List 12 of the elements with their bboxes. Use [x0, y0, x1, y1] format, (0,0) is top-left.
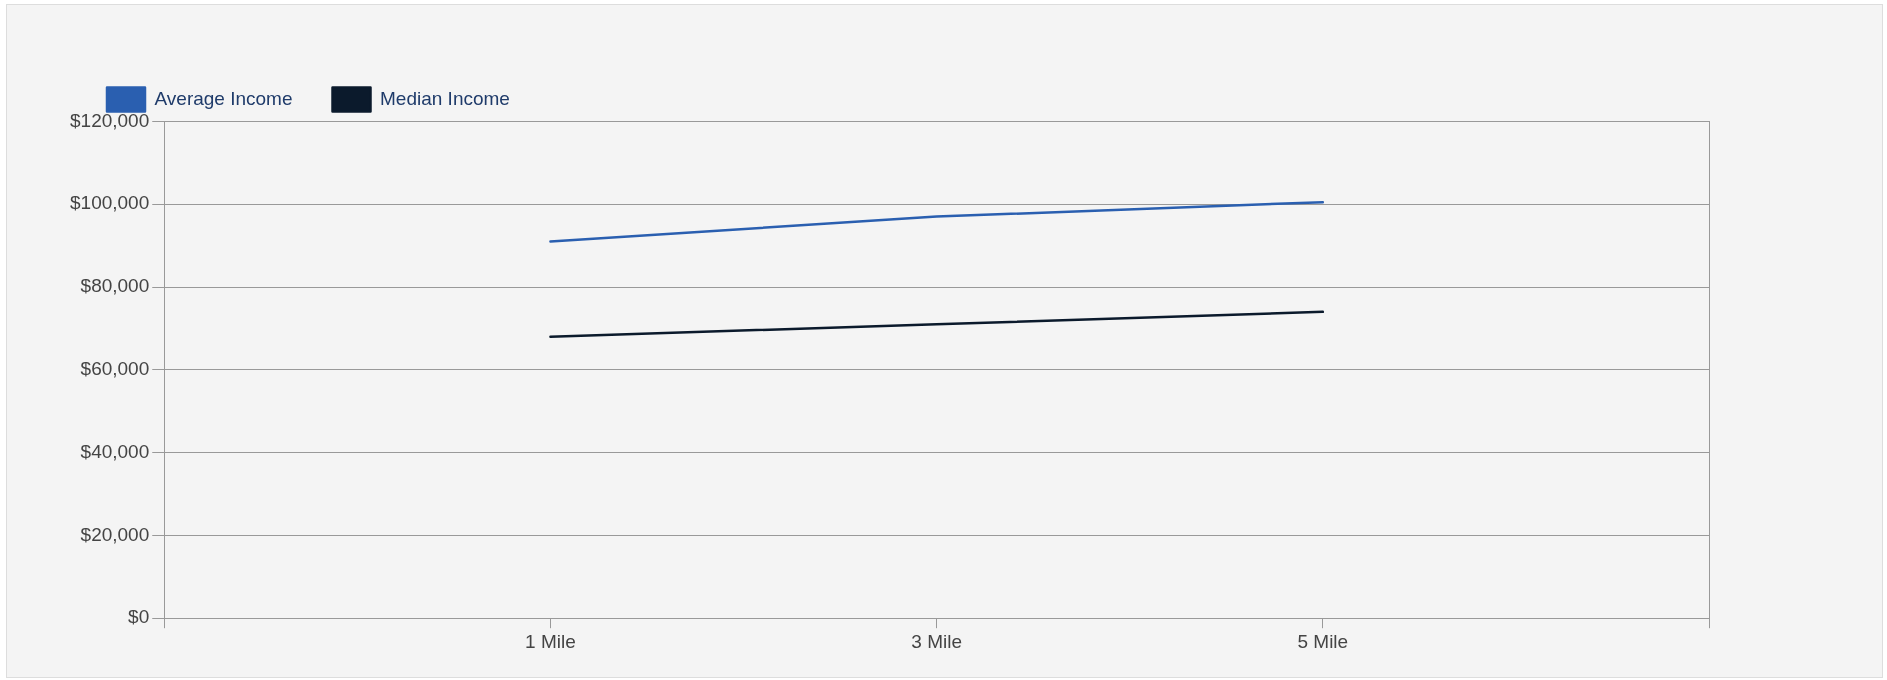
x-tick-label: 3 Mile: [911, 630, 962, 652]
y-tick-label: $0: [128, 606, 150, 628]
y-tick-label: $40,000: [80, 440, 150, 462]
x-tick-label: 1 Mile: [525, 630, 576, 652]
y-tick-label: $80,000: [80, 275, 150, 297]
y-tick-label: $120,000: [70, 109, 150, 131]
y-tick-label: $20,000: [80, 523, 150, 545]
x-tick-label: 5 Mile: [1297, 630, 1349, 652]
y-tick-label: $60,000: [80, 358, 150, 380]
legend-label: Median Income: [380, 87, 510, 109]
legend-label: Average Income: [154, 87, 293, 109]
y-tick-label: $100,000: [70, 192, 150, 214]
